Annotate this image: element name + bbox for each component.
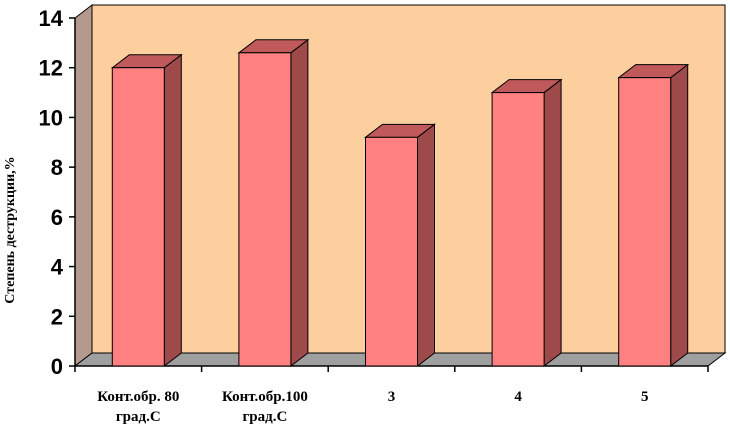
x-tick-label: Конт.обр.100 град.С (222, 389, 308, 425)
x-tick-label: 5 (641, 389, 649, 405)
y-tick-label: 2 (51, 304, 63, 329)
bar-side (670, 63, 689, 368)
y-tick-label: 4 (51, 255, 64, 280)
x-tick-label-line: 3 (388, 389, 396, 405)
bar-front (618, 77, 672, 367)
x-tick-label-line: 5 (641, 389, 649, 405)
y-tick-label: 6 (51, 205, 63, 230)
y-tick-labels: 0 2 4 6 8 10 12 14 (39, 6, 64, 379)
y-tick-label: 12 (39, 56, 63, 81)
bar (110, 53, 183, 368)
x-tick-label-line: град.С (116, 409, 161, 425)
bar (490, 78, 563, 368)
x-tick-label-line: Конт.обр.100 (222, 389, 308, 405)
bar-side (543, 78, 562, 368)
bar-front (491, 92, 545, 367)
bar (364, 123, 436, 368)
y-axis-label: Степень деструкции,% (3, 156, 18, 303)
y-tick-label: 8 (51, 155, 63, 180)
bars (110, 38, 690, 368)
bar-side (417, 123, 435, 368)
x-tick-label: Конт.обр. 80 град.С (97, 389, 179, 425)
bar (617, 63, 690, 368)
x-tick-label-line: Конт.обр. 80 (97, 389, 179, 405)
x-tick-label: 3 (388, 389, 396, 405)
y-tick-label: 10 (39, 105, 63, 130)
bar (237, 38, 310, 368)
y-tick-label: 0 (51, 354, 63, 379)
bar-front (111, 67, 165, 367)
bar-front (238, 52, 292, 367)
bar-side (290, 38, 309, 368)
x-tick-label-line: 4 (514, 389, 522, 405)
x-tick-label: 4 (514, 389, 522, 405)
x-tick-labels: Конт.обр. 80 град.С Конт.обр.100 град.С 3 4 5 (97, 389, 648, 425)
x-tick-label-line: град.С (242, 409, 287, 425)
bar-side (163, 53, 182, 368)
side-wall (74, 3, 93, 368)
y-tick-label: 14 (39, 6, 64, 31)
bar-front (365, 136, 418, 367)
